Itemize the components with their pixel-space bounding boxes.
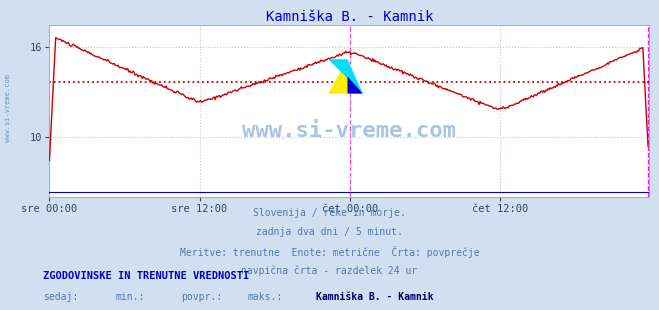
Polygon shape — [347, 77, 363, 94]
Polygon shape — [328, 59, 363, 94]
Text: ZGODOVINSKE IN TRENUTNE VREDNOSTI: ZGODOVINSKE IN TRENUTNE VREDNOSTI — [43, 271, 249, 281]
Text: www.si-vreme.com: www.si-vreme.com — [5, 74, 11, 143]
Text: povpr.:: povpr.: — [181, 292, 222, 302]
Text: Meritve: trenutne  Enote: metrične  Črta: povprečje: Meritve: trenutne Enote: metrične Črta: … — [180, 246, 479, 258]
Text: Slovenija / reke in morje.: Slovenija / reke in morje. — [253, 208, 406, 218]
Polygon shape — [328, 59, 347, 94]
Text: min.:: min.: — [115, 292, 145, 302]
Text: zadnja dva dni / 5 minut.: zadnja dva dni / 5 minut. — [256, 227, 403, 237]
Title: Kamniška B. - Kamnik: Kamniška B. - Kamnik — [266, 10, 433, 24]
Text: Kamniška B. - Kamnik: Kamniška B. - Kamnik — [316, 292, 434, 302]
Text: sedaj:: sedaj: — [43, 292, 78, 302]
Text: navpična črta - razdelek 24 ur: navpična črta - razdelek 24 ur — [241, 265, 418, 276]
Text: www.si-vreme.com: www.si-vreme.com — [243, 122, 456, 141]
Text: maks.:: maks.: — [247, 292, 282, 302]
